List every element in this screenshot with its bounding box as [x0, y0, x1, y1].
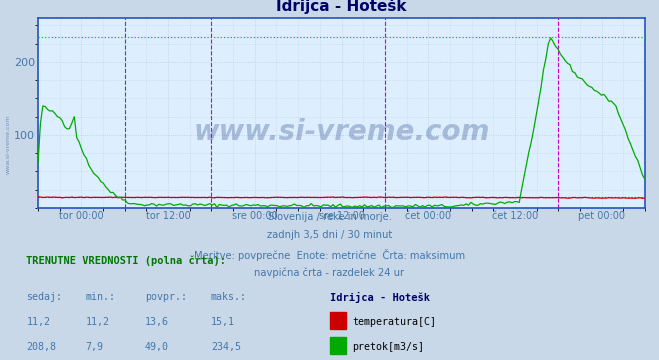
- Text: temperatura[C]: temperatura[C]: [353, 317, 436, 327]
- Text: 15,1: 15,1: [211, 317, 235, 327]
- Text: povpr.:: povpr.:: [145, 292, 187, 302]
- Text: 11,2: 11,2: [26, 317, 50, 327]
- Text: 7,9: 7,9: [86, 342, 103, 352]
- Text: Slovenija / reke in morje.: Slovenija / reke in morje.: [268, 212, 391, 222]
- Text: zadnjh 3,5 dni / 30 minut: zadnjh 3,5 dni / 30 minut: [267, 230, 392, 240]
- Text: Idrijca - Hotešk: Idrijca - Hotešk: [330, 292, 430, 303]
- Text: www.si-vreme.com: www.si-vreme.com: [193, 118, 490, 146]
- Text: 208,8: 208,8: [26, 342, 57, 352]
- Title: Idrijca - Hotešk: Idrijca - Hotešk: [276, 0, 407, 14]
- Text: 49,0: 49,0: [145, 342, 169, 352]
- Text: 11,2: 11,2: [86, 317, 109, 327]
- Text: min.:: min.:: [86, 292, 116, 302]
- Text: TRENUTNE VREDNOSTI (polna črta):: TRENUTNE VREDNOSTI (polna črta):: [26, 256, 226, 266]
- Text: sedaj:: sedaj:: [26, 292, 63, 302]
- Text: 234,5: 234,5: [211, 342, 241, 352]
- Text: maks.:: maks.:: [211, 292, 247, 302]
- Text: www.si-vreme.com: www.si-vreme.com: [5, 114, 11, 174]
- Text: pretok[m3/s]: pretok[m3/s]: [353, 342, 424, 352]
- Text: navpična črta - razdelek 24 ur: navpična črta - razdelek 24 ur: [254, 268, 405, 278]
- Text: Meritve: povprečne  Enote: metrične  Črta: maksimum: Meritve: povprečne Enote: metrične Črta:…: [194, 249, 465, 261]
- Text: 13,6: 13,6: [145, 317, 169, 327]
